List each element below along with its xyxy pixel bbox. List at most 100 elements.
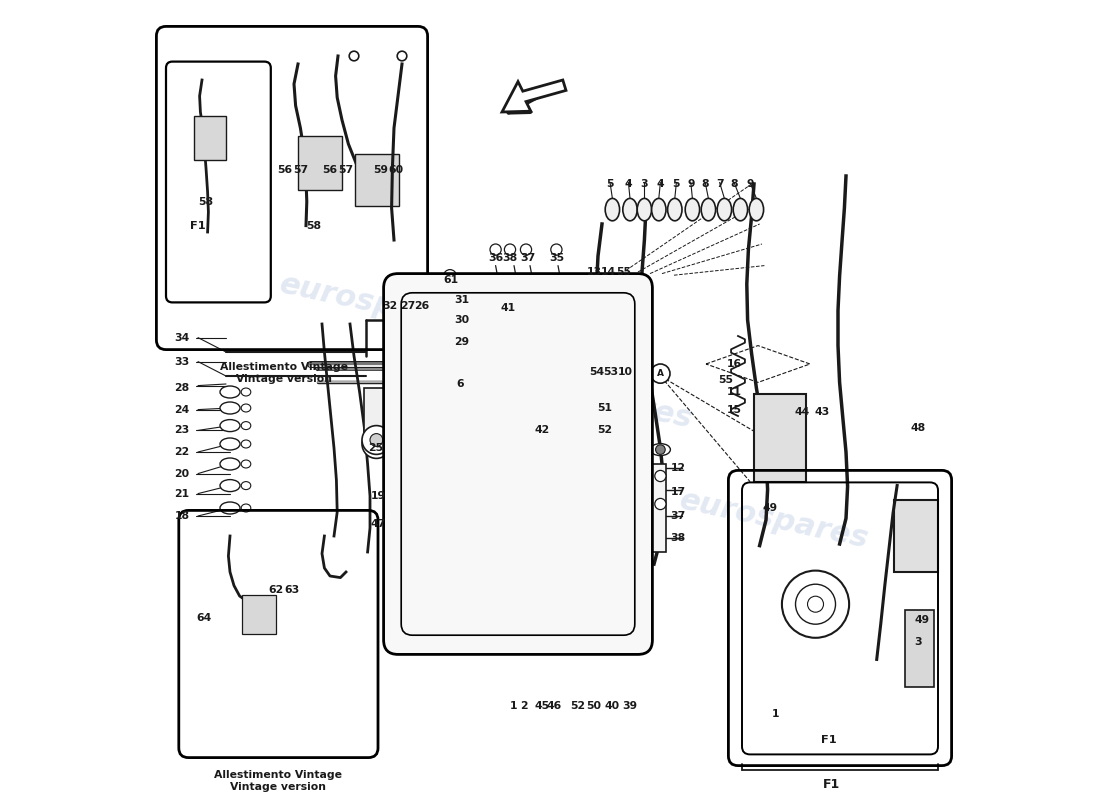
Text: 59: 59 bbox=[373, 165, 388, 174]
Text: F1: F1 bbox=[824, 778, 840, 791]
Circle shape bbox=[615, 470, 626, 482]
Ellipse shape bbox=[220, 438, 240, 450]
Text: 62: 62 bbox=[268, 586, 284, 595]
Text: 23: 23 bbox=[175, 426, 189, 435]
Text: 63: 63 bbox=[285, 586, 300, 595]
Text: 16: 16 bbox=[726, 359, 741, 369]
Text: 3: 3 bbox=[640, 179, 648, 189]
Text: 13: 13 bbox=[586, 267, 602, 277]
Text: 43: 43 bbox=[814, 407, 829, 417]
Bar bbox=[364, 388, 388, 432]
Bar bbox=[355, 154, 399, 206]
Text: 56: 56 bbox=[277, 165, 292, 174]
Text: 1: 1 bbox=[510, 701, 518, 710]
Circle shape bbox=[520, 244, 531, 255]
Ellipse shape bbox=[220, 502, 240, 514]
Circle shape bbox=[505, 244, 516, 255]
Ellipse shape bbox=[220, 458, 240, 470]
Bar bbox=[905, 610, 934, 687]
Circle shape bbox=[551, 244, 562, 255]
Text: 26: 26 bbox=[415, 301, 430, 310]
Text: 55: 55 bbox=[616, 267, 631, 277]
Text: eurospares: eurospares bbox=[500, 366, 695, 434]
Text: F1: F1 bbox=[190, 221, 206, 230]
Text: 51: 51 bbox=[597, 403, 612, 413]
Bar bbox=[242, 595, 276, 634]
Ellipse shape bbox=[241, 440, 251, 448]
Text: Allestimento Vintage
Vintage version: Allestimento Vintage Vintage version bbox=[214, 770, 342, 792]
Circle shape bbox=[443, 270, 456, 282]
Bar bbox=[194, 116, 226, 160]
Text: 57: 57 bbox=[339, 165, 353, 174]
Text: 25: 25 bbox=[368, 443, 383, 453]
Circle shape bbox=[654, 498, 666, 510]
Text: 4: 4 bbox=[625, 179, 632, 189]
Circle shape bbox=[483, 490, 515, 522]
Ellipse shape bbox=[749, 198, 763, 221]
Bar bbox=[298, 136, 342, 190]
Text: 10: 10 bbox=[618, 367, 632, 377]
Text: 38: 38 bbox=[503, 253, 518, 262]
Text: 45: 45 bbox=[535, 701, 550, 710]
Ellipse shape bbox=[241, 404, 251, 412]
Ellipse shape bbox=[220, 402, 240, 414]
Text: 12: 12 bbox=[670, 463, 685, 473]
Text: 31: 31 bbox=[454, 295, 470, 305]
Text: 40: 40 bbox=[605, 701, 620, 710]
Text: 50: 50 bbox=[586, 701, 602, 710]
Text: 58: 58 bbox=[198, 197, 213, 206]
Text: 47: 47 bbox=[371, 519, 386, 529]
Bar bbox=[414, 299, 431, 322]
Ellipse shape bbox=[220, 479, 240, 491]
Text: 22: 22 bbox=[175, 447, 189, 457]
Ellipse shape bbox=[220, 419, 240, 431]
FancyBboxPatch shape bbox=[384, 274, 652, 654]
Text: 60: 60 bbox=[388, 165, 404, 174]
Circle shape bbox=[656, 445, 666, 454]
Circle shape bbox=[397, 51, 407, 61]
Text: 34: 34 bbox=[175, 333, 189, 342]
Circle shape bbox=[370, 434, 383, 446]
Ellipse shape bbox=[241, 504, 251, 512]
Text: 49: 49 bbox=[762, 503, 778, 513]
Polygon shape bbox=[502, 80, 566, 112]
Ellipse shape bbox=[241, 388, 251, 396]
Bar bbox=[530, 561, 562, 605]
Text: 24: 24 bbox=[175, 405, 189, 414]
Circle shape bbox=[362, 430, 390, 458]
Text: 53: 53 bbox=[603, 367, 618, 377]
Text: 17: 17 bbox=[670, 487, 685, 497]
Circle shape bbox=[651, 364, 670, 383]
Text: 29: 29 bbox=[454, 338, 470, 347]
Text: 18: 18 bbox=[175, 511, 189, 521]
Text: 54: 54 bbox=[588, 367, 604, 377]
Ellipse shape bbox=[241, 482, 251, 490]
Text: 55: 55 bbox=[718, 375, 734, 385]
Text: 7: 7 bbox=[716, 179, 724, 189]
Text: 49: 49 bbox=[914, 615, 929, 625]
Text: 8: 8 bbox=[702, 179, 708, 189]
Text: 5: 5 bbox=[672, 179, 680, 189]
Text: Allestimento Vintage
Vintage version: Allestimento Vintage Vintage version bbox=[220, 362, 349, 384]
Text: eurospares: eurospares bbox=[676, 486, 871, 554]
Text: 56: 56 bbox=[322, 165, 338, 174]
Text: 64: 64 bbox=[197, 613, 212, 622]
Ellipse shape bbox=[637, 198, 651, 221]
Text: 4: 4 bbox=[657, 179, 664, 189]
Text: 21: 21 bbox=[175, 489, 189, 498]
Ellipse shape bbox=[650, 443, 670, 456]
Text: 15: 15 bbox=[726, 405, 741, 414]
Text: 46: 46 bbox=[547, 701, 562, 710]
Text: 57: 57 bbox=[293, 165, 308, 174]
Text: 6: 6 bbox=[456, 379, 464, 389]
Text: 52: 52 bbox=[571, 701, 585, 710]
Text: 9: 9 bbox=[746, 179, 754, 189]
Text: 20: 20 bbox=[175, 469, 189, 478]
Circle shape bbox=[654, 470, 666, 482]
Text: 38: 38 bbox=[670, 533, 685, 542]
Bar bbox=[894, 500, 938, 572]
Text: 5: 5 bbox=[606, 179, 614, 189]
Circle shape bbox=[362, 426, 390, 454]
Text: 2: 2 bbox=[520, 701, 528, 710]
Ellipse shape bbox=[241, 460, 251, 468]
